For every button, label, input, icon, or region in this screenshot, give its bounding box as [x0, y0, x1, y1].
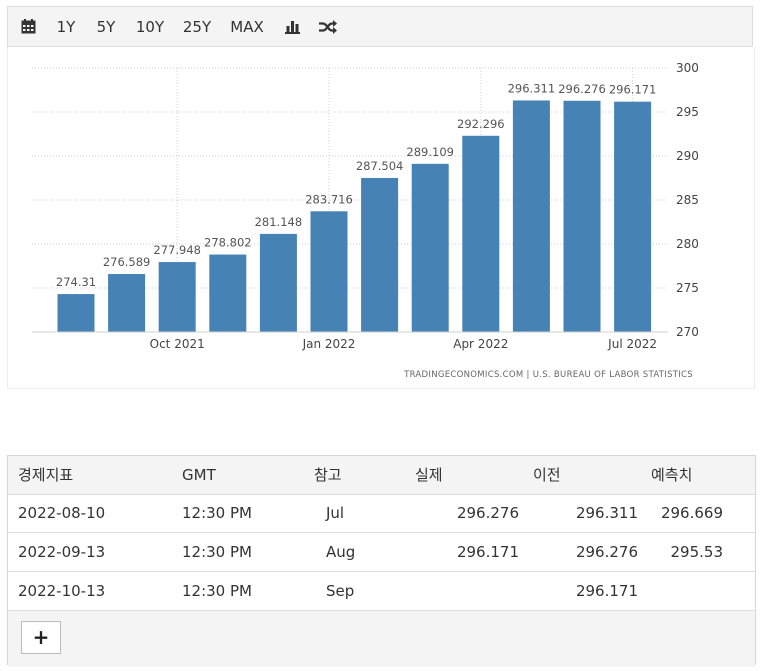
x-tick-label: Apr 2022	[453, 337, 508, 351]
cell-forecast: 295.53	[670, 542, 724, 561]
data-label: 292.296	[457, 117, 505, 131]
cell-reference: Sep	[326, 581, 355, 600]
data-label: 296.171	[609, 83, 657, 97]
bar	[411, 163, 449, 332]
bar	[462, 135, 500, 332]
col-header-gmt: GMT	[182, 465, 216, 484]
data-label: 283.716	[305, 192, 353, 206]
table-row: 2022-09-13 12:30 PM Aug 296.171 296.276 …	[8, 532, 755, 572]
x-tick-label: Oct 2021	[150, 337, 205, 351]
bar-chart: 270 275 280 285 290 295 300 Oct 2021 Jan 2022 Apr…	[32, 61, 699, 380]
data-label: 296.276	[558, 82, 606, 96]
data-label: 296.311	[508, 81, 556, 95]
cell-reference: Jul	[326, 504, 345, 523]
bar	[563, 100, 601, 332]
bar	[158, 262, 196, 332]
data-label: 276.589	[103, 255, 151, 269]
cell-date: 2022-09-13	[18, 542, 106, 561]
bar	[259, 233, 297, 332]
data-label: 281.148	[255, 215, 303, 229]
cell-reference: Aug	[326, 542, 356, 561]
cell-previous: 296.171	[575, 581, 638, 600]
table-header-row: 경제지표 GMT 참고 실제 이전 예측치	[8, 456, 755, 494]
data-label: 278.802	[204, 236, 252, 250]
bar	[310, 211, 348, 332]
cell-gmt: 12:30 PM	[182, 581, 252, 600]
table-row: 2022-08-10 12:30 PM Jul 296.276 296.311 …	[8, 494, 755, 533]
range-5y-button[interactable]: 5Y	[96, 17, 116, 36]
data-label: 287.504	[356, 159, 404, 173]
cell-date: 2022-10-13	[18, 581, 106, 600]
bar-chart-icon[interactable]	[274, 6, 310, 47]
bar	[614, 101, 652, 332]
data-label: 289.109	[406, 145, 454, 159]
bar	[57, 294, 95, 332]
add-button[interactable]: +	[21, 620, 61, 654]
source-note: TRADINGECONOMICS.COM | U.S. BUREAU OF LA…	[403, 370, 693, 380]
col-header-actual: 실제	[415, 466, 443, 485]
range-25y-button[interactable]: 25Y	[182, 17, 212, 36]
col-header-indicator: 경제지표	[18, 466, 74, 485]
y-tick-label: 275	[676, 281, 699, 295]
shuffle-icon[interactable]	[310, 6, 346, 47]
cell-gmt: 12:30 PM	[182, 542, 252, 561]
bar	[512, 100, 550, 332]
cell-previous: 296.276	[575, 542, 638, 561]
cell-actual	[402, 571, 519, 610]
cell-forecast: 296.669	[660, 504, 723, 523]
bar	[209, 254, 247, 332]
y-tick-label: 300	[676, 61, 699, 75]
range-max-button[interactable]: MAX	[230, 17, 264, 36]
col-header-reference: 참고	[314, 466, 342, 485]
cell-forecast	[638, 571, 755, 610]
col-header-previous: 이전	[533, 466, 561, 485]
data-label: 277.948	[153, 243, 201, 257]
chart-toolbar: 1Y 5Y 10Y 25Y MAX	[7, 6, 753, 47]
cell-actual: 296.276	[456, 504, 519, 523]
bar	[108, 274, 146, 332]
cell-previous: 296.311	[575, 504, 638, 523]
data-label: 274.31	[56, 275, 96, 289]
y-tick-label: 285	[676, 193, 699, 207]
range-10y-button[interactable]: 10Y	[135, 17, 165, 36]
calendar-table: 경제지표 GMT 참고 실제 이전 예측치 2022-08-10 12:30 P…	[7, 455, 756, 667]
cell-date: 2022-08-10	[18, 504, 106, 523]
table-row: 2022-10-13 12:30 PM Sep 296.171	[8, 571, 755, 610]
y-tick-label: 270	[676, 325, 699, 339]
chart-panel: 270 275 280 285 290 295 300 Oct 2021 Jan 2022 Apr…	[7, 47, 755, 389]
bar	[361, 177, 399, 332]
cell-actual: 296.171	[456, 542, 519, 561]
cell-gmt: 12:30 PM	[182, 504, 252, 523]
x-tick-label: Jul 2022	[607, 337, 657, 351]
x-tick-label: Jan 2022	[302, 337, 356, 351]
col-header-forecast: 예측치	[651, 466, 693, 485]
range-1y-button[interactable]: 1Y	[56, 17, 76, 36]
y-tick-label: 295	[676, 105, 699, 119]
y-tick-label: 280	[676, 237, 699, 251]
y-tick-label: 290	[676, 149, 699, 163]
calendar-icon[interactable]	[10, 6, 46, 47]
add-row-area: +	[8, 609, 755, 667]
